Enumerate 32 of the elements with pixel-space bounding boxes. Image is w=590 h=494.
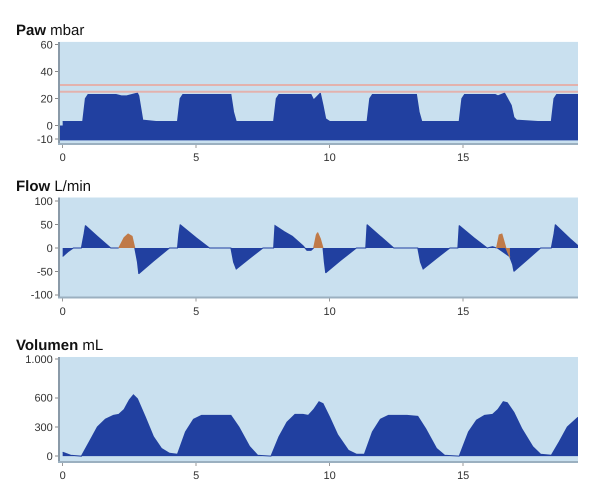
chart-title: Paw	[16, 22, 46, 39]
y-tick-label: 60	[40, 39, 53, 52]
chart-title: Volumen	[16, 337, 78, 354]
x-tick-label: 0	[60, 152, 66, 164]
y-tick-label: 0	[46, 451, 53, 464]
x-tick-label: 5	[193, 470, 200, 482]
y-tick-label: 1.000	[25, 354, 53, 366]
y-axis-title: L/min	[54, 178, 92, 195]
x-tick-label: 15	[457, 470, 470, 482]
x-tick-label: 15	[457, 306, 470, 318]
y-axis-title: mbar	[50, 22, 84, 39]
y-tick-label: 0	[46, 120, 53, 132]
y-tick-label: -50	[36, 266, 53, 278]
y-axis-title: mL	[82, 337, 104, 354]
y-tick-label: 600	[34, 392, 53, 405]
y-tick-label: 50	[40, 219, 53, 232]
y-tick-label: 100	[34, 196, 53, 208]
y-tick-label: 0	[46, 242, 53, 255]
x-tick-label: 5	[193, 152, 200, 164]
chart-title: Flow	[16, 178, 50, 195]
x-tick-label: 10	[324, 306, 336, 318]
x-tick-label: 0	[60, 306, 66, 318]
y-tick-label: -100	[30, 290, 53, 302]
x-tick-label: 0	[60, 470, 66, 482]
y-tick-label: 300	[34, 422, 53, 434]
y-tick-label: -10	[36, 134, 53, 146]
y-tick-label: 20	[40, 93, 53, 106]
x-tick-label: 15	[457, 152, 470, 164]
y-tick-label: 40	[40, 66, 53, 78]
x-tick-label: 10	[324, 470, 336, 482]
x-tick-label: 10	[324, 152, 336, 164]
x-tick-label: 5	[193, 306, 200, 318]
